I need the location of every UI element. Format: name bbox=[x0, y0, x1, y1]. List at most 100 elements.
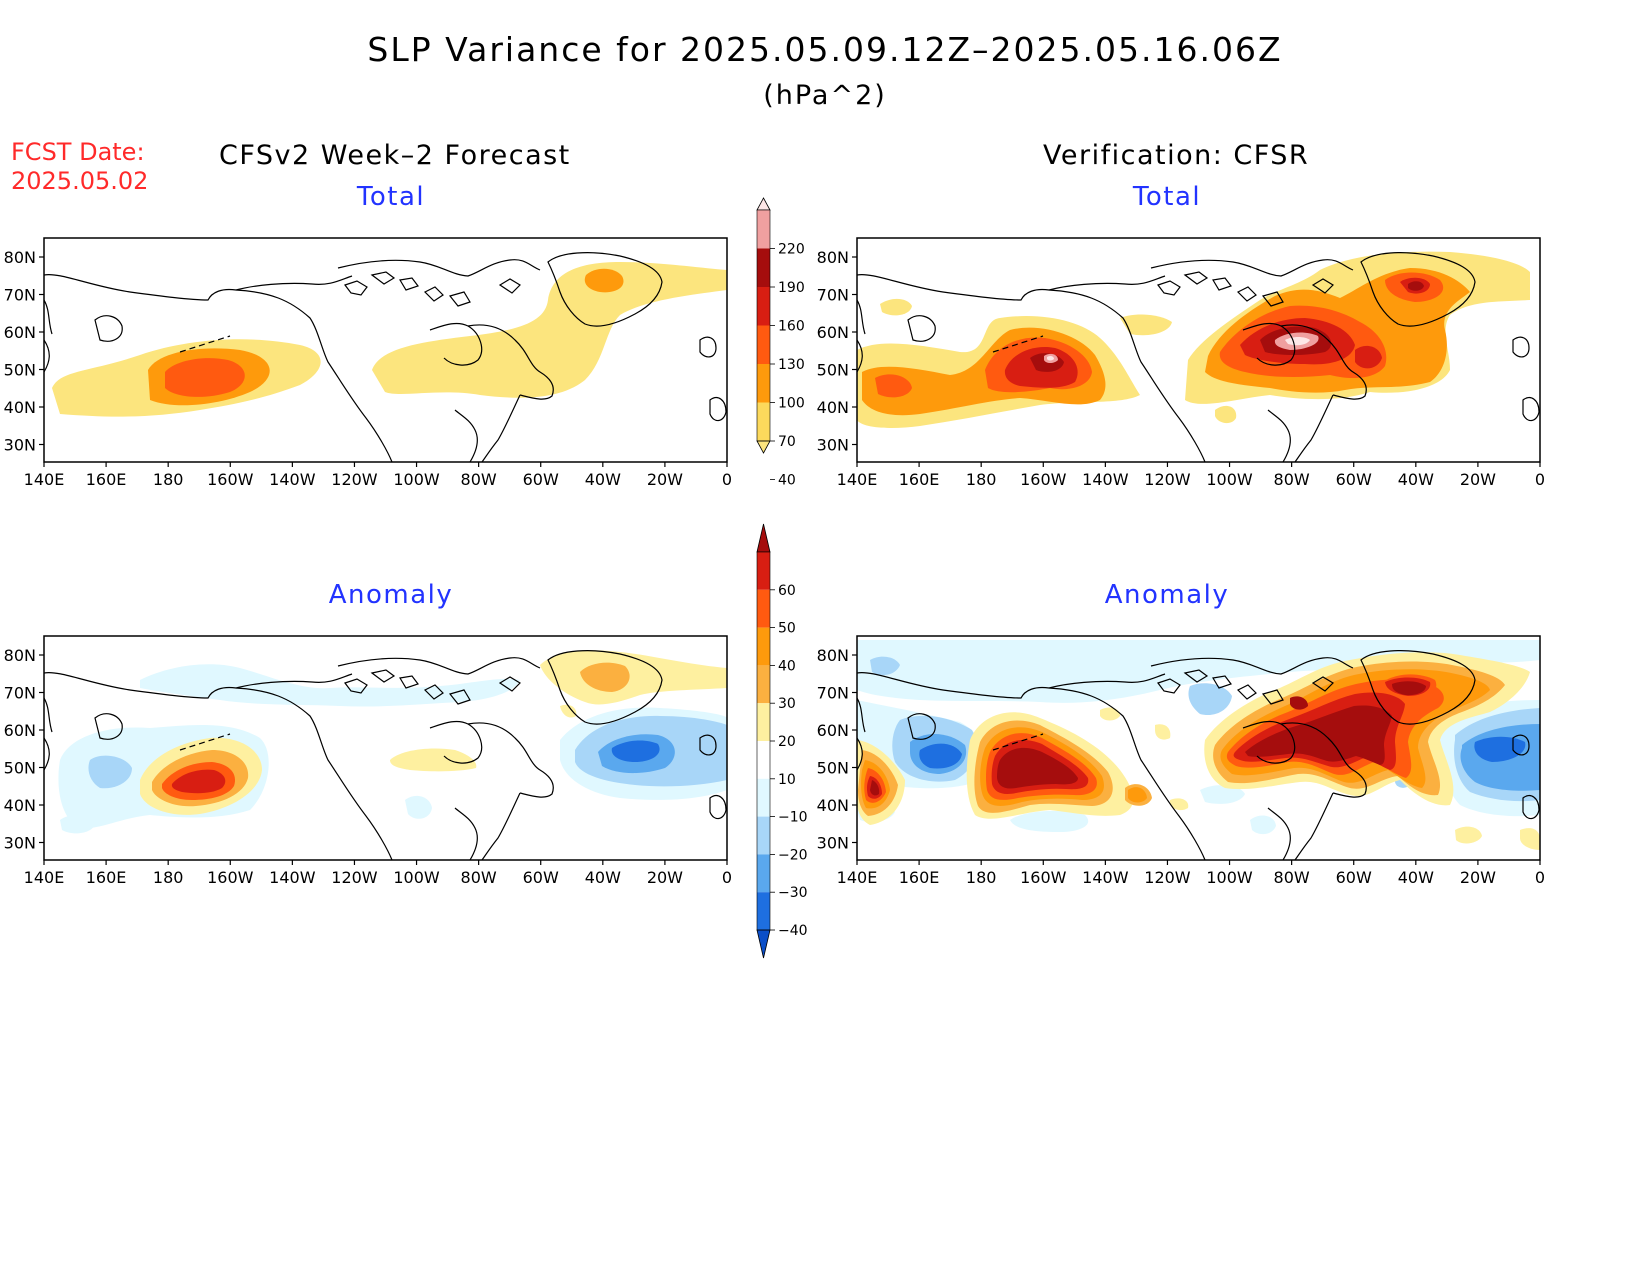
lat-tick-label: 50N bbox=[4, 361, 36, 380]
lat-tick-label: 80N bbox=[4, 646, 36, 665]
lat-tick-label: 30N bbox=[817, 834, 849, 853]
colorbar-cap-top bbox=[756, 523, 771, 553]
colorbar-cap-bottom bbox=[756, 929, 771, 959]
lon-tick-label: 140E bbox=[24, 470, 65, 489]
lon-tick-label: 60W bbox=[1336, 868, 1372, 887]
lon-tick-label: 160E bbox=[86, 868, 127, 887]
colorbar-swatch bbox=[757, 402, 770, 441]
lon-tick-label: 140W bbox=[1082, 868, 1129, 887]
coastlines-verification-anomaly bbox=[857, 650, 1540, 860]
colorbar-anomaly: 60 50 40 30 20 10 −10 −20 −30 −40 bbox=[756, 523, 808, 959]
colorbar-swatch bbox=[757, 703, 770, 741]
lon-tick-label: 0 bbox=[722, 868, 732, 887]
lat-tick-label: 40N bbox=[4, 398, 36, 417]
lon-tick-label: 100W bbox=[1206, 470, 1253, 489]
map-forecast-total: 80N 70N 60N 50N 40N 30N 140E 160E 180 160W 140W 12… bbox=[4, 237, 732, 489]
map-verification-total: 80N 70N 60N 50N 40N 30N 140E 160E 180 160W 140W 12… bbox=[817, 237, 1545, 489]
colorbar-swatch bbox=[757, 816, 770, 855]
lon-tick-label: 140E bbox=[837, 868, 878, 887]
colorbar-swatch bbox=[757, 552, 770, 590]
colorbar-swatch bbox=[757, 627, 770, 666]
colorbar-label: −40 bbox=[778, 923, 808, 939]
lon-tick-label: 0 bbox=[1535, 470, 1545, 489]
colorbar-swatch bbox=[757, 248, 770, 287]
figure-title: SLP Variance for 2025.05.09.12Z–2025.05.… bbox=[367, 30, 1283, 69]
lon-tick-label: 100W bbox=[393, 470, 440, 489]
panel-title-forecast-total: Total bbox=[356, 182, 426, 212]
lat-tick-label: 50N bbox=[817, 759, 849, 778]
map-forecast-anomaly: 80N 70N 60N 50N 40N 30N 140E 160E 180 160W 140W 12… bbox=[4, 635, 732, 887]
lat-tick-label: 80N bbox=[4, 248, 36, 267]
lon-tick-label: 160E bbox=[86, 470, 127, 489]
map-verification-anomaly: 80N 70N 60N 50N 40N 30N 140E 160E 180 160W 140W 12… bbox=[817, 635, 1545, 887]
frame-verification-total bbox=[856, 237, 1541, 463]
colorbar-label: 30 bbox=[778, 696, 796, 712]
colorbar-label: 130 bbox=[778, 357, 805, 373]
colorbar-swatch bbox=[757, 741, 770, 779]
lat-tick-label: 70N bbox=[4, 286, 36, 305]
colorbar-label: −10 bbox=[778, 810, 808, 826]
lon-tick-label: 120W bbox=[331, 868, 378, 887]
lon-tick-label: 80W bbox=[1274, 868, 1310, 887]
lat-tick-label: 50N bbox=[817, 361, 849, 380]
lat-tick-label: 80N bbox=[817, 646, 849, 665]
lat-tick-label: 70N bbox=[4, 684, 36, 703]
lon-tick-label: 60W bbox=[523, 470, 559, 489]
lat-tick-label: 30N bbox=[4, 834, 36, 853]
lat-tick-label: 70N bbox=[817, 684, 849, 703]
verification-column-title: Verification: CFSR bbox=[1043, 140, 1310, 171]
lon-tick-label: 160W bbox=[1020, 868, 1067, 887]
lon-tick-label: 140W bbox=[269, 470, 316, 489]
lon-tick-label: 180 bbox=[153, 868, 184, 887]
lon-tick-label: 40W bbox=[585, 868, 621, 887]
lat-axis-verification-anomaly: 80N 70N 60N 50N 40N 30N bbox=[817, 646, 857, 853]
lon-tick-label: 60W bbox=[1336, 470, 1372, 489]
units-label: (hPa^2) bbox=[763, 80, 887, 111]
colorbar-label: 60 bbox=[778, 583, 796, 599]
lon-tick-label: 140W bbox=[1082, 470, 1129, 489]
coastlines-forecast-anomaly bbox=[44, 650, 727, 860]
colorbar-swatch bbox=[757, 589, 770, 628]
colorbar-label: 40 bbox=[778, 473, 796, 489]
colorbar-label: 40 bbox=[778, 658, 796, 674]
lat-tick-label: 60N bbox=[4, 323, 36, 342]
frame-forecast-total bbox=[43, 237, 728, 463]
frame-verification-anomaly bbox=[856, 635, 1541, 861]
fcst-date-label: FCST Date: bbox=[11, 138, 145, 166]
fcst-date: FCST Date: 2025.05.02 bbox=[11, 138, 148, 196]
lon-tick-label: 120W bbox=[1144, 470, 1191, 489]
colorbar-total: 220 190 160 130 100 70 40 bbox=[756, 197, 805, 489]
lat-tick-label: 40N bbox=[817, 398, 849, 417]
lon-tick-label: 180 bbox=[966, 470, 997, 489]
colorbar-label: 220 bbox=[778, 242, 805, 258]
lon-tick-label: 140W bbox=[269, 868, 316, 887]
colorbar-label: 10 bbox=[778, 772, 796, 788]
lon-tick-label: 180 bbox=[966, 868, 997, 887]
lon-tick-label: 180 bbox=[153, 470, 184, 489]
lon-tick-label: 40W bbox=[585, 470, 621, 489]
lon-axis-forecast-anomaly: 140E 160E 180 160W 140W 120W 100W 80W 60W 40W 20W 0 bbox=[24, 860, 732, 887]
lon-tick-label: 140E bbox=[837, 470, 878, 489]
colorbar-label: −20 bbox=[778, 847, 808, 863]
colorbar-label: 50 bbox=[778, 621, 796, 637]
lat-tick-label: 30N bbox=[817, 436, 849, 455]
lon-tick-label: 0 bbox=[722, 470, 732, 489]
shading-verification-total bbox=[857, 251, 1530, 428]
coastlines-forecast-total bbox=[44, 252, 727, 462]
lon-axis-verification-total: 140E 160E 180 160W 140W 120W 100W 80W 60W 40W 20W 0 bbox=[837, 462, 1545, 489]
lon-tick-label: 0 bbox=[1535, 868, 1545, 887]
shading-forecast-total bbox=[52, 262, 727, 417]
colorbar-label: 190 bbox=[778, 280, 805, 296]
colorbar-label: 100 bbox=[778, 396, 805, 412]
lon-tick-label: 160E bbox=[899, 868, 940, 887]
lat-tick-label: 40N bbox=[4, 796, 36, 815]
lat-axis-forecast-anomaly: 80N 70N 60N 50N 40N 30N bbox=[4, 646, 44, 853]
frame-forecast-anomaly bbox=[43, 635, 728, 861]
lat-tick-label: 30N bbox=[4, 436, 36, 455]
lon-tick-label: 40W bbox=[1398, 470, 1434, 489]
lon-tick-label: 80W bbox=[461, 868, 497, 887]
lon-tick-label: 20W bbox=[1460, 470, 1496, 489]
shading-forecast-anomaly bbox=[58, 650, 727, 834]
colorbar-swatch bbox=[757, 364, 770, 403]
